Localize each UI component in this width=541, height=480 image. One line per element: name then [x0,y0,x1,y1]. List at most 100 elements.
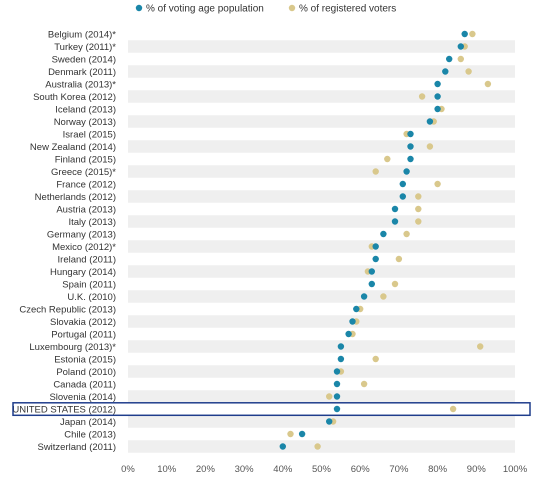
voting-age-point-france-2012 [399,180,406,188]
x-tick-label-7: 70% [389,464,409,475]
category-label-finland-2015: Finland (2015) [55,155,116,166]
voting-age-point-ireland-2011 [372,255,379,263]
category-labels: Belgium (2014)*Turkey (2011)* Sweden (201… [12,30,116,454]
voting-age-point-belgium-2014 [461,30,468,38]
row-band [128,165,515,178]
data-points [279,30,492,450]
row-band [128,90,515,103]
category-label-france-2012: France (2012) [56,180,116,191]
registered-point-united-states-2012 [449,405,457,413]
voting-age-point-netherlands-2012 [399,193,406,200]
voting-age-point-greece-2015 [403,168,410,175]
registered-point-spain-2011 [391,280,399,288]
category-label-italy-2013: Italy (2013) [68,217,116,228]
legend-label-registered: % of registered voters [299,4,396,15]
registered-point-luxembourg-2013 [477,343,484,350]
voting-age-point-norway-2013 [426,118,434,125]
registered-point-australia-2013 [484,80,492,88]
category-label-turkey-2011: Turkey (2011)* [54,42,116,53]
voting-age-point-hungary-2014 [368,268,375,275]
x-tick-label-5: 50% [312,464,332,475]
registered-point-sweden-2014 [457,55,464,63]
row-band [128,415,515,428]
category-label-japan-2014: Japan (2014) [60,417,116,428]
category-label-norway-2013: Norway (2013) [54,117,116,128]
registered-point-belgium-2014 [469,30,476,38]
legend-marker-voting-age [135,4,143,12]
x-tick-label-8: 80% [428,464,448,475]
row-band [128,240,515,253]
voting-age-point-turkey-2011 [457,43,464,50]
row-band [128,140,515,153]
row-band [128,290,515,303]
x-tick-label-6: 60% [351,464,371,475]
legend-label-voting-age: % of voting age population [146,4,264,15]
row-band [128,365,515,378]
category-label-greece-2015: Greece (2015)* [51,167,116,178]
category-label-ireland-2011: Ireland (2011) [58,255,116,266]
highlight-box-united-states [12,402,531,417]
row-band [128,65,515,78]
voting-age-point-canada-2011 [333,380,341,388]
voting-age-point-luxembourg-2013 [337,343,345,350]
row-band [128,190,515,203]
registered-point-germany-2013 [403,230,410,238]
voting-age-point-spain-2011 [368,280,375,288]
registered-point-italy-2013 [415,218,422,225]
voting-age-point-czech-republic-2013 [353,305,360,313]
category-label-luxembourg-2013: Luxembourg (2013)* [29,342,116,353]
category-label-switzerland-2011: Switzerland (2011) [37,442,116,453]
x-tick-label-9: 90% [467,464,487,475]
registered-point-slovenia-2014 [326,393,333,400]
voting-age-point-australia-2013 [434,80,441,88]
x-tick-label-3: 30% [235,464,255,475]
category-label-slovenia-2014: Slovenia (2014) [49,392,116,403]
voting-age-point-united-states-2012 [333,405,341,413]
voting-age-point-sweden-2014 [446,55,453,63]
voting-age-point-estonia-2015 [337,355,345,363]
voting-age-point-chile-2013 [298,430,306,438]
voting-age-point-portugal-2011 [345,330,352,338]
category-label-czech-republic-2013: Czech Republic (2013) [19,305,116,316]
registered-point-finland-2015 [384,155,391,163]
x-axis-ticks: 0% 10% 20% 30% 40% 50% 60% 70% 80% 90% 100% [121,464,528,475]
registered-point-france-2012 [434,180,441,188]
category-label-spain-2011: Spain (2011) [62,280,116,291]
row-band [128,315,515,328]
voting-age-point-u-k-2010 [360,293,368,300]
registered-point-chile-2013 [287,430,294,438]
registered-point-south-korea-2012 [418,93,426,100]
category-label-poland-2010: Poland (2010) [56,367,116,378]
voting-age-point-iceland-2013 [434,105,441,113]
x-tick-label-2: 20% [196,464,216,475]
category-label-new-zealand-2014: New Zealand (2014) [30,142,116,153]
category-label-netherlands-2012: Netherlands (2012) [35,192,116,203]
x-tick-label-0: 0% [121,464,135,475]
voting-age-point-poland-2010 [333,368,341,375]
registered-point-ireland-2011 [395,255,403,263]
voting-age-point-mexico-2012 [372,243,379,250]
category-label-israel-2015: Israel (2015) [63,130,116,141]
row-band [128,390,515,403]
voting-age-point-austria-2013 [391,205,399,213]
category-label-sweden-2014: Sweden (2014) [52,55,116,66]
legend-marker-registered [288,4,296,12]
category-label-united-states-2012: UNITED STATES (2012) [12,405,116,416]
x-tick-label-1: 10% [157,464,177,475]
category-label-u-k-2010: U.K. (2010) [67,292,116,303]
voting-age-point-denmark-2011 [442,68,449,75]
category-label-chile-2013: Chile (2013) [64,430,116,441]
registered-point-netherlands-2012 [415,193,422,200]
row-band [128,340,515,353]
category-label-estonia-2015: Estonia (2015) [54,355,116,366]
voting-age-point-israel-2015 [407,130,414,138]
category-label-mexico-2012: Mexico (2012)* [52,242,116,253]
category-label-south-korea-2012: South Korea (2012) [33,92,116,103]
category-label-portugal-2011: Portugal (2011) [51,330,116,341]
registered-point-estonia-2015 [372,355,379,363]
category-label-austria-2013: Austria (2013) [56,205,116,216]
voting-age-point-south-korea-2012 [434,93,441,100]
category-label-belgium-2014: Belgium (2014)* [48,30,116,41]
voting-age-point-slovakia-2012 [349,318,356,325]
